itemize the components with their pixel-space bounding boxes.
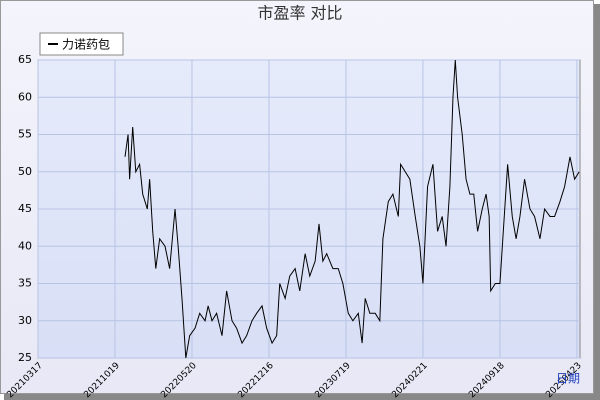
y-tick-label: 50 xyxy=(18,165,32,178)
frame-shadow xyxy=(594,4,600,400)
y-tick-label: 25 xyxy=(18,351,32,364)
y-tick-label: 35 xyxy=(18,277,32,290)
line xyxy=(124,59,580,359)
y-tick-label: 65 xyxy=(18,53,32,66)
legend-box xyxy=(39,32,124,56)
legend: 力诺药包 xyxy=(39,32,124,56)
y-tick-label: 30 xyxy=(18,314,32,327)
legend-label: 力诺药包 xyxy=(62,38,110,52)
y-tick-label: 60 xyxy=(18,90,32,103)
chart-title: 市盈率 对比 xyxy=(257,4,342,23)
x-axis-label: 日期 xyxy=(556,372,580,386)
y-tick-label: 45 xyxy=(18,202,32,215)
y-tick-label: 55 xyxy=(18,128,32,141)
y-tick-label: 40 xyxy=(18,239,32,252)
frame-shadow xyxy=(4,394,594,400)
